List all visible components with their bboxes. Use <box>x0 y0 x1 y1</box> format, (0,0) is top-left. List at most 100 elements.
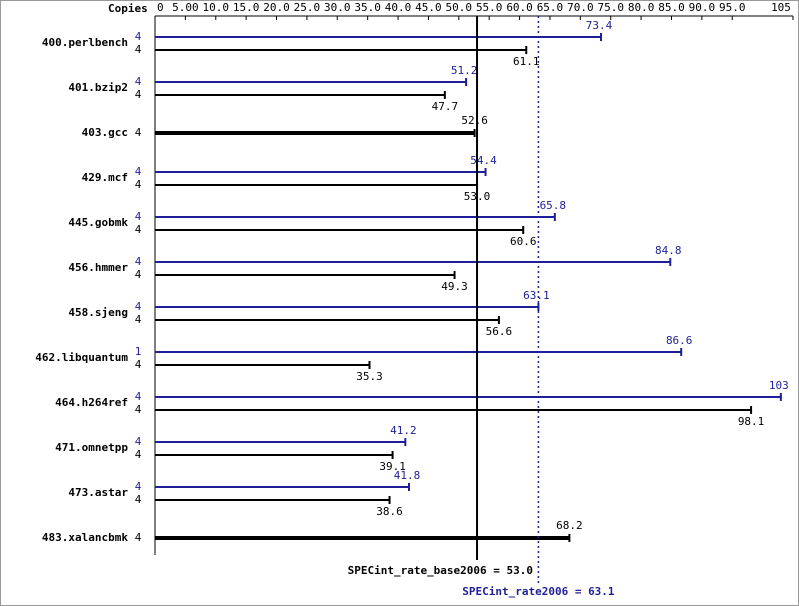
bar <box>155 81 467 83</box>
copies: 1 <box>135 345 142 358</box>
x-tick-label: 55.0 <box>476 1 503 14</box>
bar <box>155 454 393 456</box>
x-tick-label: 90.0 <box>689 1 716 14</box>
copies: 4 <box>135 313 142 326</box>
reference-label: SPECint_rate2006 = 63.1 <box>462 585 615 598</box>
copies: 4 <box>135 178 142 191</box>
category-label: 403.gcc <box>82 126 128 139</box>
x-tick-label: 5.00 <box>172 1 199 14</box>
value-label: 54.4 <box>470 154 497 167</box>
bar <box>155 36 601 38</box>
copies: 4 <box>135 210 142 223</box>
x-tick-label: 15.0 <box>233 1 260 14</box>
bar <box>155 49 527 51</box>
x-tick-label: 70.0 <box>567 1 594 14</box>
copies: 4 <box>135 165 142 178</box>
bar <box>155 536 570 540</box>
reference-label: SPECint_rate_base2006 = 53.0 <box>348 564 533 577</box>
bar <box>155 131 475 135</box>
category-label: 458.sjeng <box>68 306 128 319</box>
bar <box>155 319 499 321</box>
bar <box>155 351 682 353</box>
copies: 4 <box>135 448 142 461</box>
bar <box>155 486 409 488</box>
bar <box>155 261 671 263</box>
value-label: 73.4 <box>586 19 613 32</box>
bar <box>155 216 555 218</box>
value-label: 56.6 <box>486 325 513 338</box>
value-label: 39.1 <box>379 460 406 473</box>
value-label: 49.3 <box>441 280 468 293</box>
x-tick-label: 35.0 <box>354 1 381 14</box>
value-label: 41.2 <box>390 424 417 437</box>
value-label: 38.6 <box>376 505 403 518</box>
x-tick-label: 60.0 <box>506 1 533 14</box>
copies: 4 <box>135 255 142 268</box>
bar <box>155 184 478 186</box>
category-label: 400.perlbench <box>42 36 128 49</box>
value-label: 41.8 <box>394 469 421 482</box>
copies: 4 <box>135 480 142 493</box>
copies: 4 <box>135 43 142 56</box>
x-tick-label: 40.0 <box>385 1 412 14</box>
value-label: 98.1 <box>738 415 765 428</box>
x-tick-label: 30.0 <box>324 1 351 14</box>
copies: 4 <box>135 390 142 403</box>
x-tick-label: 10.0 <box>203 1 230 14</box>
copies: 4 <box>135 300 142 313</box>
x-tick-label: 0 <box>157 1 164 14</box>
bar <box>155 396 781 398</box>
category-label: 483.xalancbmk <box>42 531 128 544</box>
x-tick-label: 85.0 <box>658 1 685 14</box>
value-label: 103 <box>769 379 789 392</box>
value-label: 63.1 <box>523 289 550 302</box>
category-label: 473.astar <box>68 486 128 499</box>
x-tick-label: 25.0 <box>294 1 321 14</box>
copies: 4 <box>135 30 142 43</box>
bar <box>155 274 455 276</box>
bar <box>155 441 406 443</box>
bar <box>155 306 539 308</box>
category-label: 401.bzip2 <box>68 81 128 94</box>
value-label: 47.7 <box>432 100 459 113</box>
x-tick-label: 95.0 <box>719 1 746 14</box>
value-label: 60.6 <box>510 235 537 248</box>
category-label: 471.omnetpp <box>55 441 128 454</box>
x-tick-label: 105 <box>771 1 791 14</box>
x-tick-label: 75.0 <box>597 1 624 14</box>
copies-header: Copies <box>108 2 148 15</box>
category-label: 462.libquantum <box>35 351 128 364</box>
category-label: 429.mcf <box>82 171 128 184</box>
value-label: 86.6 <box>666 334 693 347</box>
value-label: 84.8 <box>655 244 682 257</box>
x-tick-label: 65.0 <box>537 1 564 14</box>
x-tick-label: 45.0 <box>415 1 442 14</box>
copies: 4 <box>135 223 142 236</box>
category-label: 456.hmmer <box>68 261 128 274</box>
copies: 4 <box>135 403 142 416</box>
x-tick-label: 20.0 <box>263 1 290 14</box>
bar <box>155 364 370 366</box>
value-label: 68.2 <box>556 519 583 532</box>
x-tick-label: 50.0 <box>446 1 473 14</box>
copies: 4 <box>135 435 142 448</box>
value-label: 52.6 <box>461 114 488 127</box>
copies: 4 <box>135 358 142 371</box>
copies: 4 <box>135 531 142 544</box>
x-tick-label: 80.0 <box>628 1 655 14</box>
copies: 4 <box>135 126 142 139</box>
value-label: 35.3 <box>356 370 383 383</box>
copies: 4 <box>135 268 142 281</box>
category-label: 445.gobmk <box>68 216 128 229</box>
copies: 4 <box>135 493 142 506</box>
bar <box>155 171 486 173</box>
bar <box>155 409 752 411</box>
category-label: 464.h264ref <box>55 396 128 409</box>
value-label: 51.2 <box>451 64 478 77</box>
copies: 4 <box>135 75 142 88</box>
copies: 4 <box>135 88 142 101</box>
bar <box>155 94 445 96</box>
bar <box>155 499 390 501</box>
